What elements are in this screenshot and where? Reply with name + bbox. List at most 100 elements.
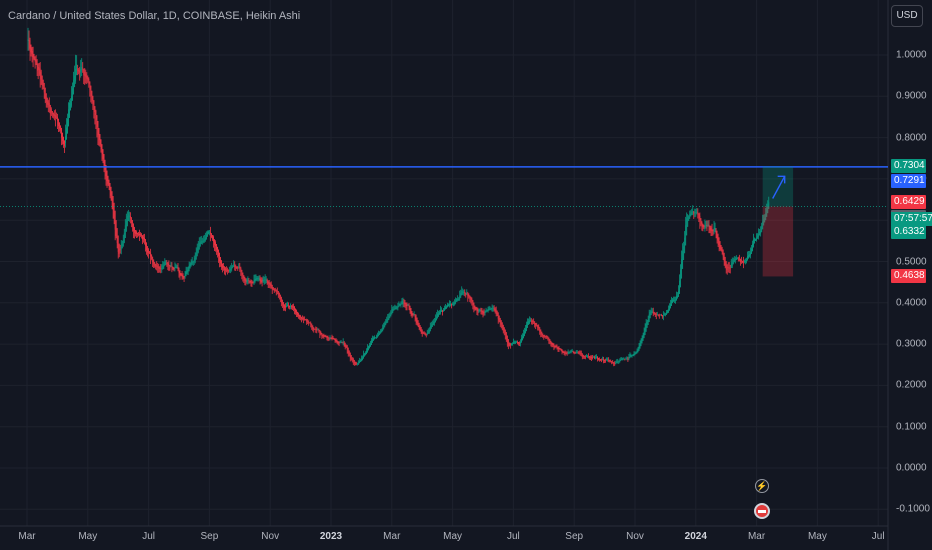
candle-body xyxy=(49,104,51,114)
candle-body xyxy=(240,267,242,272)
candle-body xyxy=(210,232,211,234)
candle-body xyxy=(560,348,562,350)
candle-body xyxy=(595,357,596,358)
candle-body xyxy=(543,334,545,337)
candle-body xyxy=(732,260,734,265)
candle-body xyxy=(96,115,98,127)
candle-body xyxy=(668,309,669,312)
candle-body xyxy=(715,228,717,233)
candle-body xyxy=(622,358,624,360)
candle-body xyxy=(164,261,166,266)
candle-body xyxy=(629,355,631,359)
candle-body xyxy=(653,311,655,314)
candle-body xyxy=(485,310,487,313)
candle-body xyxy=(86,75,88,80)
candle-body xyxy=(232,265,234,269)
candle-body xyxy=(380,331,382,334)
candle-body xyxy=(358,361,360,364)
candle-body xyxy=(110,186,112,196)
candle-body xyxy=(228,270,230,272)
candle-body xyxy=(216,244,217,250)
candle-body xyxy=(492,308,494,309)
candle-body xyxy=(494,308,496,311)
candle-body xyxy=(558,347,560,349)
candle-body xyxy=(255,278,257,281)
candle-body xyxy=(257,278,259,280)
lightning-icon[interactable]: ⚡ xyxy=(755,479,769,493)
candle-body xyxy=(619,360,621,362)
candle-body xyxy=(375,337,376,339)
candle-body xyxy=(434,318,436,323)
candle-body xyxy=(364,354,365,357)
candle-body xyxy=(296,310,297,314)
candle-body xyxy=(670,303,671,309)
price-label: 0.6429 xyxy=(891,195,926,210)
candle-body xyxy=(147,246,148,253)
candle-body xyxy=(646,322,648,328)
candle-body xyxy=(546,336,548,338)
candle-body xyxy=(638,346,640,351)
candle-body xyxy=(33,54,35,59)
candle-body xyxy=(404,302,406,304)
candle-body xyxy=(41,75,43,85)
candle-body xyxy=(258,278,260,280)
candle-body xyxy=(570,351,572,353)
candle-body xyxy=(423,332,425,334)
candle-body xyxy=(118,243,120,254)
candle-body xyxy=(755,239,756,241)
candle-body xyxy=(426,333,428,335)
candle-body xyxy=(525,328,526,334)
candle-body xyxy=(544,335,546,337)
candle-body xyxy=(540,329,542,334)
candle-body xyxy=(750,252,751,256)
candle-body xyxy=(275,289,277,292)
candle-body xyxy=(90,85,92,96)
candle-body xyxy=(410,308,412,315)
candle-body xyxy=(549,339,551,343)
candle-body xyxy=(624,358,626,360)
candle-body xyxy=(154,261,156,266)
candle-body xyxy=(714,227,716,230)
candle-body xyxy=(326,336,328,338)
candle-body xyxy=(318,329,320,331)
candle-body xyxy=(521,338,522,343)
candle-body xyxy=(333,338,335,340)
candle-body xyxy=(304,318,306,320)
chart-overlays xyxy=(0,166,888,277)
candle-body xyxy=(280,296,282,303)
candle-body xyxy=(174,267,176,269)
candle-body xyxy=(535,322,537,326)
candle-body xyxy=(505,332,507,339)
x-tick-label: 2023 xyxy=(319,531,343,542)
candle-body xyxy=(299,314,300,318)
candle-body xyxy=(416,317,418,323)
candle-body xyxy=(612,361,614,363)
candle-body xyxy=(243,275,245,281)
candle-body xyxy=(101,144,103,155)
us-flag-event-icon[interactable] xyxy=(754,503,770,519)
candle-body xyxy=(353,359,355,364)
candle-body xyxy=(582,354,584,358)
candle-body xyxy=(178,267,180,274)
currency-button[interactable]: USD xyxy=(891,5,923,27)
candle-body xyxy=(682,251,684,269)
candle-body xyxy=(627,358,629,360)
candle-body xyxy=(279,294,281,299)
candle-body xyxy=(701,221,703,227)
candle-body xyxy=(451,304,452,306)
candle-body xyxy=(647,319,649,325)
candle-body xyxy=(705,224,707,227)
candle-body xyxy=(61,127,62,138)
candle-body xyxy=(696,211,698,213)
candle-body xyxy=(450,304,451,305)
candle-body xyxy=(679,280,680,294)
candle-body xyxy=(460,293,462,298)
price-label: 0.4638 xyxy=(891,269,926,284)
candle-body xyxy=(111,191,113,201)
candle-body xyxy=(95,110,97,120)
candle-body xyxy=(586,356,588,357)
candle-body xyxy=(327,336,329,339)
candle-body xyxy=(704,225,706,227)
candle-body xyxy=(551,342,553,345)
